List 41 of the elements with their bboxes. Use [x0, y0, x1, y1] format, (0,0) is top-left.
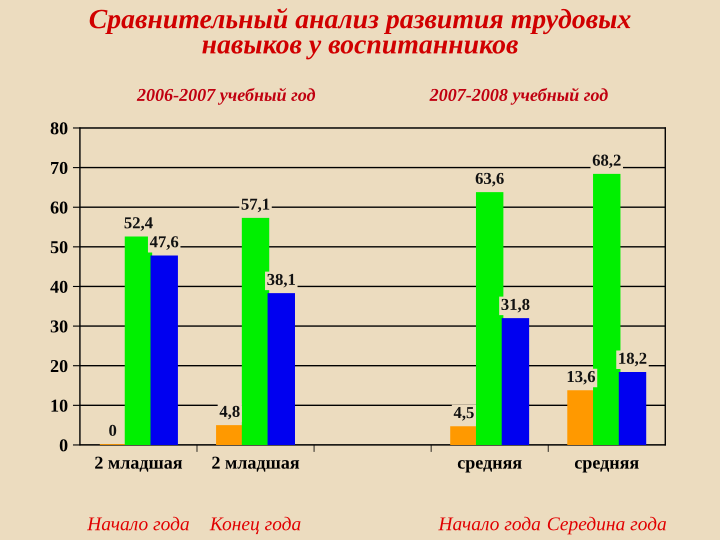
data-label: 31,8 — [501, 298, 530, 312]
x-tick-label: 2 младшая — [212, 456, 300, 472]
y-tick-label: 80 — [50, 122, 68, 134]
y-tick-label: 60 — [50, 201, 68, 214]
chart-title: Сравнительный анализ развития трудовых навыков у воспитанников — [90, 8, 631, 60]
bar — [593, 174, 620, 445]
bar — [450, 426, 478, 445]
bar — [567, 390, 595, 445]
data-label: 0 — [109, 424, 116, 436]
x-tick-label: средняя — [458, 460, 522, 472]
data-label: 57,1 — [242, 198, 270, 212]
data-label: 4,8 — [220, 406, 240, 420]
y-tick-label: 20 — [50, 360, 68, 372]
y-tick-label: 30 — [50, 320, 68, 333]
text: Начало года — [438, 516, 540, 530]
data-label: 68,2 — [592, 154, 621, 168]
bar — [150, 256, 178, 445]
y-tick-label: 40 — [50, 280, 68, 293]
data-label: 13,6 — [568, 370, 596, 385]
y-tick-label: 70 — [51, 162, 68, 174]
text: 2006-2007 учебный год — [136, 88, 316, 105]
bar — [476, 192, 504, 445]
data-label: 38,1 — [267, 274, 296, 288]
y-tick-label: 10 — [52, 400, 68, 412]
data-label: 47,6 — [150, 236, 178, 250]
y-tick-label: 0 — [60, 439, 68, 452]
bar — [502, 318, 530, 445]
data-label: 18,2 — [619, 352, 646, 366]
x-tick-label: 2 младшая — [95, 456, 182, 472]
y-tick-label: 50 — [50, 241, 68, 254]
data-label: 4,5 — [454, 407, 474, 421]
data-label: 63,6 — [476, 172, 504, 186]
text: Середина года — [548, 516, 666, 534]
bar — [618, 372, 646, 445]
x-tick-label: средняя — [574, 460, 639, 472]
text: Начало года — [87, 516, 189, 530]
bar — [268, 293, 295, 445]
data-label: 52,4 — [124, 217, 153, 231]
text: 2007-2008 учебный год — [429, 88, 608, 105]
bar — [216, 425, 244, 445]
text: Конец года — [210, 516, 300, 534]
